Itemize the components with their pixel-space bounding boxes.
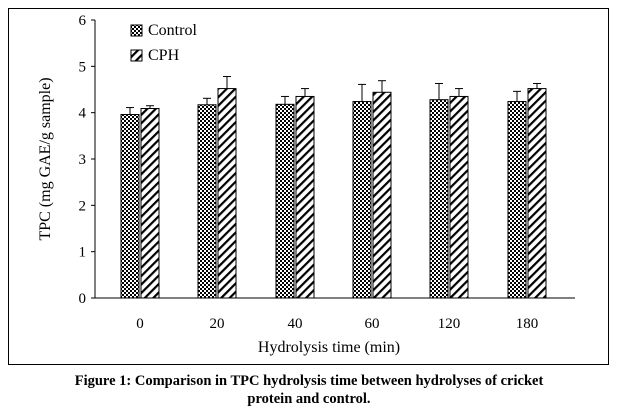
bar-control xyxy=(352,101,372,299)
bar-control xyxy=(197,104,217,299)
y-tick-label: 0 xyxy=(79,291,87,307)
x-tick-label: 180 xyxy=(516,316,539,332)
y-tick-label: 2 xyxy=(79,198,87,214)
y-tick-label: 3 xyxy=(79,152,87,168)
legend: Control CPH xyxy=(130,22,197,64)
y-tick-label: 5 xyxy=(79,59,87,75)
legend-label-control: Control xyxy=(148,22,197,39)
x-tick-label: 60 xyxy=(365,316,380,332)
x-tick-label: 120 xyxy=(438,316,461,332)
x-tick-label: 40 xyxy=(288,316,303,332)
bar-control xyxy=(120,114,140,299)
bar-cph xyxy=(140,107,160,299)
x-tick-label: 20 xyxy=(210,316,225,332)
figure-caption-line-2: protein and control. xyxy=(247,391,371,407)
bar-control xyxy=(507,101,527,299)
bar-cph xyxy=(372,91,392,299)
x-axis-label: Hydrolysis time (min) xyxy=(258,339,400,356)
bar-control xyxy=(275,103,295,299)
bar-control xyxy=(429,99,449,299)
legend-swatch-control xyxy=(130,24,143,37)
bar-cph xyxy=(449,95,469,299)
legend-label-cph: CPH xyxy=(148,47,180,64)
figure-caption-line-1: Figure 1: Comparison in TPC hydrolysis t… xyxy=(74,373,544,389)
bars xyxy=(120,76,547,299)
legend-swatch-cph xyxy=(130,49,143,62)
y-tick-label: 4 xyxy=(79,106,87,122)
bar-cph xyxy=(527,88,547,299)
y-tick-label: 6 xyxy=(79,13,87,29)
bar-cph xyxy=(217,88,237,299)
y-tick-label: 1 xyxy=(79,245,87,261)
y-axis-label: TPC (mg GAE/g sample) xyxy=(37,77,54,240)
x-tick-label: 0 xyxy=(136,316,144,332)
chart-frame xyxy=(8,8,609,365)
bar-cph xyxy=(295,95,315,299)
